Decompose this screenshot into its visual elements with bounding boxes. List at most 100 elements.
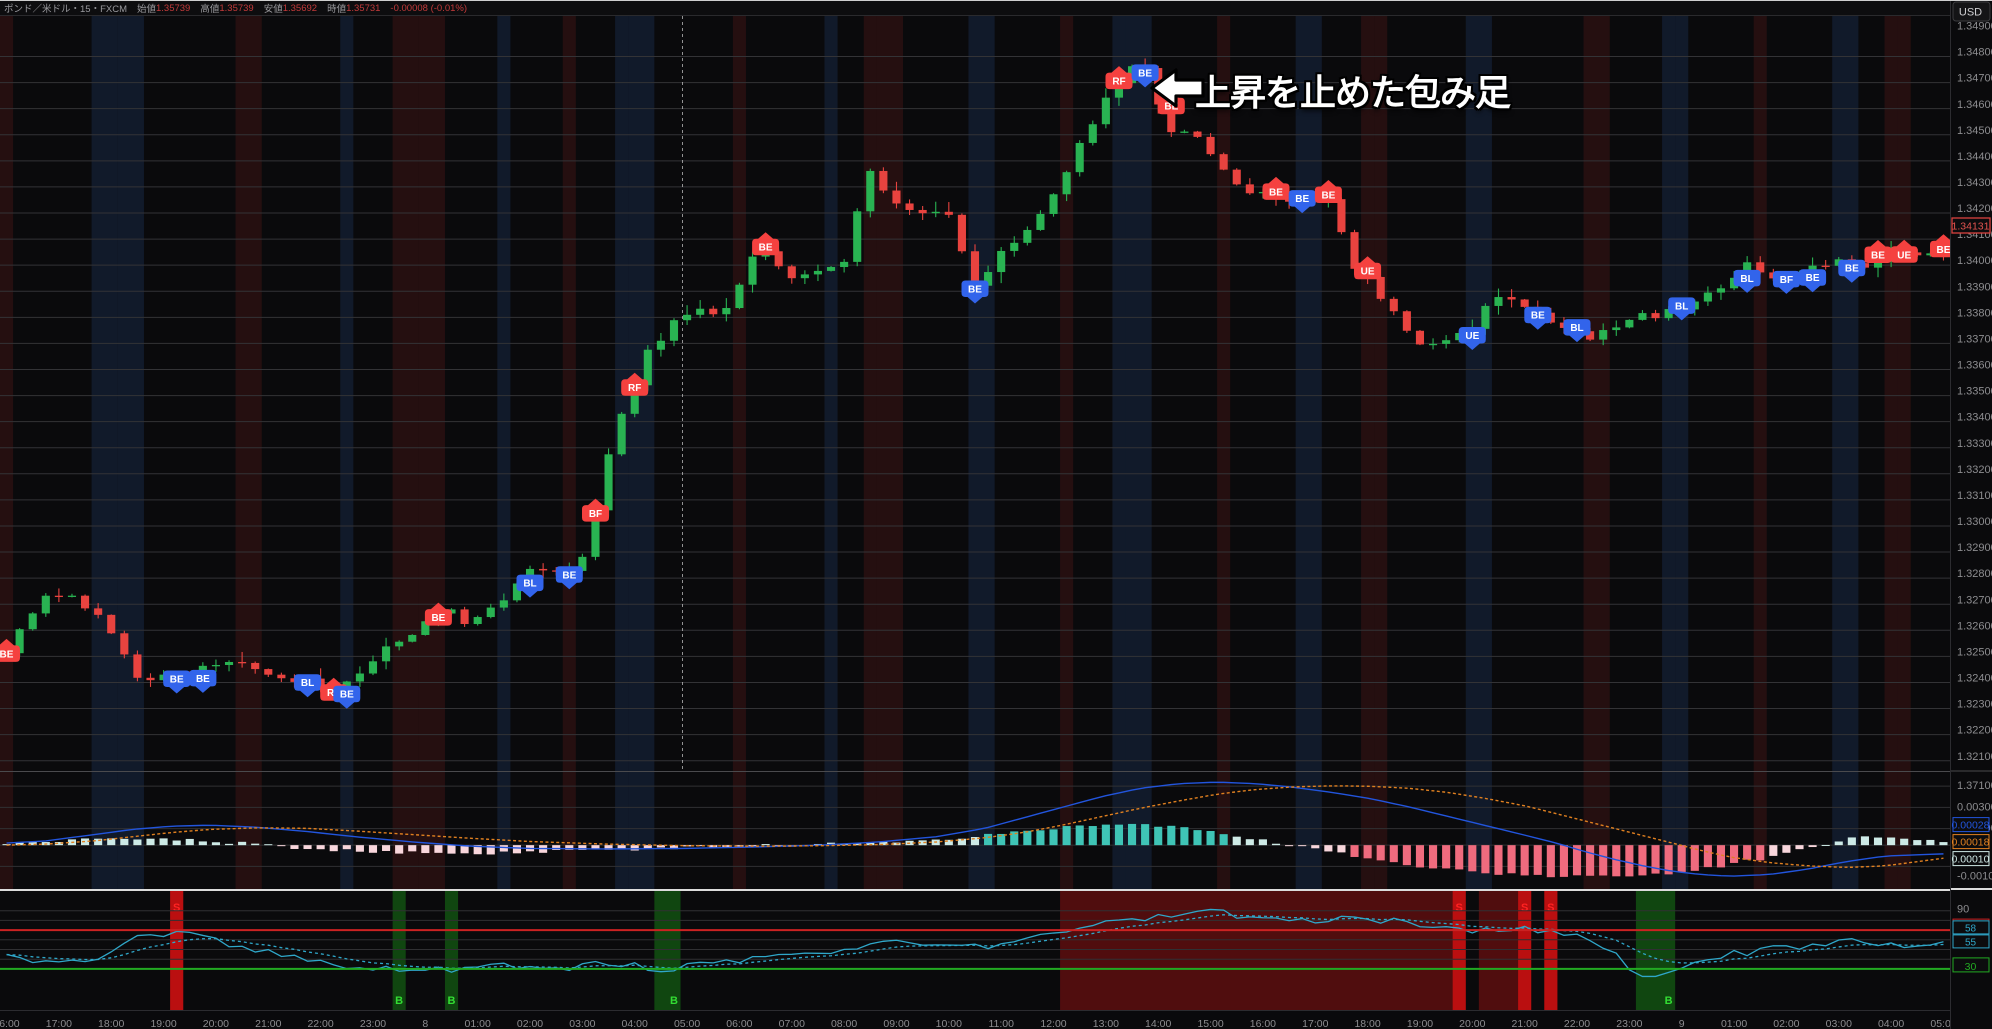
svg-text:BE: BE [968,284,982,295]
svg-text:1.33600: 1.33600 [1957,360,1992,372]
svg-text:1.32100: 1.32100 [1957,751,1992,763]
svg-text:S: S [1456,902,1463,914]
svg-text:19:00: 19:00 [1407,1018,1433,1029]
svg-text:06:00: 06:00 [726,1018,752,1029]
svg-text:1.34200: 1.34200 [1957,203,1992,215]
svg-text:1.32500: 1.32500 [1957,646,1992,658]
svg-text:UE: UE [1361,267,1375,278]
svg-text:BE: BE [170,675,184,686]
svg-text:17:00: 17:00 [1302,1018,1328,1029]
svg-text:1.34700: 1.34700 [1957,73,1992,85]
svg-text:BE: BE [340,690,354,701]
svg-text:1.34600: 1.34600 [1957,99,1992,111]
svg-text:1.33100: 1.33100 [1957,490,1992,502]
svg-text:BE: BE [1531,311,1545,322]
svg-text:02:00: 02:00 [517,1018,543,1029]
svg-text:08:00: 08:00 [831,1018,857,1029]
svg-text:BL: BL [1740,274,1753,285]
svg-text:BE: BE [1937,245,1950,256]
svg-text:BE: BE [1269,187,1283,198]
svg-text:0.00010: 0.00010 [1952,854,1990,866]
svg-text:BE: BE [0,649,14,660]
svg-text:S: S [1547,902,1554,914]
svg-text:90: 90 [1957,904,1969,916]
svg-text:B: B [1665,995,1673,1007]
svg-text:BE: BE [562,570,576,581]
svg-text:BE: BE [1806,273,1820,284]
svg-text:B: B [448,995,456,1007]
svg-text:1.33700: 1.33700 [1957,333,1992,345]
svg-text:05:00: 05:00 [1930,1018,1950,1029]
svg-text:1.34300: 1.34300 [1957,177,1992,189]
svg-text:1.34800: 1.34800 [1957,47,1992,59]
svg-text:1.32800: 1.32800 [1957,568,1992,580]
svg-text:BE: BE [1295,194,1309,205]
svg-text:03:00: 03:00 [569,1018,595,1029]
svg-text:0.00028: 0.00028 [1952,820,1990,832]
svg-text:1.34500: 1.34500 [1957,125,1992,137]
svg-text:0.00018: 0.00018 [1952,837,1990,849]
svg-text:17:00: 17:00 [46,1018,72,1029]
svg-text:RF: RF [1112,77,1125,88]
svg-text:30: 30 [1965,961,1977,973]
svg-text:18:00: 18:00 [1354,1018,1380,1029]
svg-text:21:00: 21:00 [255,1018,281,1029]
svg-text:58: 58 [1965,924,1977,935]
svg-text:19:00: 19:00 [150,1018,176,1029]
svg-text:09:00: 09:00 [883,1018,909,1029]
svg-text:8: 8 [422,1018,428,1029]
svg-text:22:00: 22:00 [307,1018,333,1029]
svg-text:1.33900: 1.33900 [1957,281,1992,293]
svg-text:1.33000: 1.33000 [1957,516,1992,528]
svg-text:02:00: 02:00 [1773,1018,1799,1029]
svg-text:14:00: 14:00 [1145,1018,1171,1029]
svg-text:23:00: 23:00 [1616,1018,1642,1029]
svg-text:01:00: 01:00 [1721,1018,1747,1029]
svg-text:01:00: 01:00 [465,1018,491,1029]
svg-text:55: 55 [1965,938,1977,949]
svg-text:1.32700: 1.32700 [1957,594,1992,606]
svg-text:1.34131: 1.34131 [1952,221,1990,233]
svg-text:1.33500: 1.33500 [1957,386,1992,398]
svg-text:UE: UE [1897,250,1911,261]
svg-text:-0.00100: -0.00100 [1957,871,1992,883]
svg-text:9: 9 [1679,1018,1685,1029]
svg-text:BL: BL [301,678,314,689]
svg-text:1.33400: 1.33400 [1957,412,1992,424]
svg-text:BE: BE [1321,191,1335,202]
svg-text:04:00: 04:00 [1878,1018,1904,1029]
svg-text:1.32200: 1.32200 [1957,725,1992,737]
svg-text:USD: USD [1959,7,1982,19]
svg-text:B: B [670,995,678,1007]
svg-text:04:00: 04:00 [622,1018,648,1029]
svg-text:1.32300: 1.32300 [1957,699,1992,711]
svg-text:S: S [1521,902,1528,914]
svg-text:22:00: 22:00 [1564,1018,1590,1029]
svg-text:BL: BL [1675,301,1688,312]
svg-text:20:00: 20:00 [1459,1018,1485,1029]
svg-text:07:00: 07:00 [779,1018,805,1029]
svg-text:BF: BF [589,509,602,520]
svg-text:23:00: 23:00 [360,1018,386,1029]
svg-text:1.33300: 1.33300 [1957,438,1992,450]
svg-text:21:00: 21:00 [1512,1018,1538,1029]
svg-text:16:00: 16:00 [0,1018,20,1029]
svg-text:12:00: 12:00 [1040,1018,1066,1029]
svg-text:BL: BL [1570,323,1583,334]
svg-text:RF: RF [628,383,641,394]
svg-text:1.34900: 1.34900 [1957,21,1992,33]
svg-text:16:00: 16:00 [1250,1018,1276,1029]
svg-text:1.32600: 1.32600 [1957,620,1992,632]
svg-text:S: S [173,902,180,914]
svg-text:BL: BL [523,579,536,590]
svg-text:1.32400: 1.32400 [1957,673,1992,685]
svg-text:03:00: 03:00 [1826,1018,1852,1029]
svg-text:1.34000: 1.34000 [1957,255,1992,267]
svg-text:15:00: 15:00 [1197,1018,1223,1029]
svg-text:UE: UE [1465,331,1479,342]
svg-text:1.32900: 1.32900 [1957,542,1992,554]
svg-text:BE: BE [431,613,445,624]
svg-text:1.33200: 1.33200 [1957,464,1992,476]
